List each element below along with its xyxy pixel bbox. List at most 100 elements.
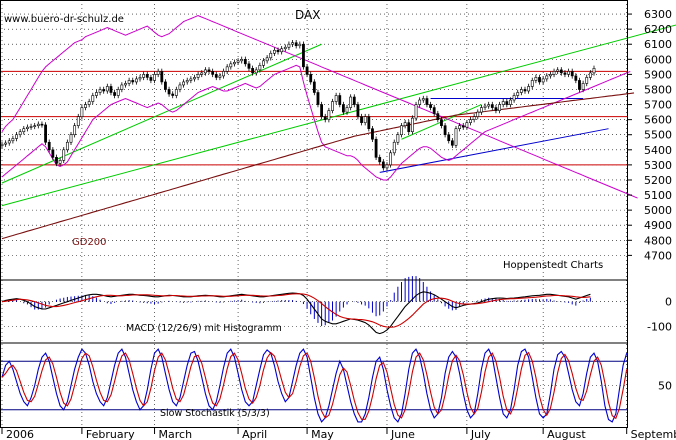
candle-body (305, 66, 309, 75)
candle-body (247, 63, 251, 69)
candle-body (47, 141, 51, 151)
candle-body (272, 49, 276, 54)
candle-body (559, 69, 563, 74)
gd200-line (1, 92, 635, 240)
candle-body (327, 110, 331, 120)
candle-body (276, 49, 280, 53)
candle-body (109, 86, 113, 93)
plot-frame (0, 0, 628, 428)
price-tick-label: 5600 (644, 114, 672, 127)
candle-body (421, 98, 425, 101)
month-label: March (159, 428, 193, 440)
candle-body (418, 99, 422, 105)
stochastic-panel (0, 348, 628, 423)
candle-body (527, 86, 531, 92)
candle-body (116, 89, 120, 96)
candle-body (178, 84, 182, 90)
price-panel (0, 15, 676, 240)
horizontal-levels (0, 70, 628, 166)
candle-body (538, 77, 541, 83)
candle-body (269, 52, 273, 59)
candle-body (516, 92, 520, 96)
candle-body (312, 81, 316, 93)
candle-body (174, 89, 178, 96)
candle-body (222, 71, 225, 77)
stoch-tick-label: 50 (658, 380, 672, 393)
candle-body (436, 113, 440, 120)
candle-body (374, 138, 378, 158)
y-axis: 4700 4800 4900 5000 5100 5200 5300 5400 5500 5600… (628, 8, 672, 393)
candle-body (287, 43, 291, 48)
bollinger-lower (1, 64, 631, 181)
candle-body (171, 93, 175, 96)
candle-body (414, 104, 418, 119)
candle-body (563, 72, 567, 75)
candle-body (44, 124, 47, 143)
candle-body (22, 128, 26, 133)
candle-body (545, 75, 549, 80)
candle-body (58, 160, 62, 164)
candle-body (251, 68, 255, 74)
candle-body (381, 161, 385, 169)
candle-body (505, 101, 509, 105)
month-label: 2006 (6, 428, 34, 440)
candle-body (98, 89, 102, 93)
candle-body (323, 116, 327, 120)
candle-body (160, 71, 164, 83)
candle-body (349, 96, 353, 108)
candle-body (458, 125, 462, 129)
candle-body (280, 48, 284, 53)
price-tick-label: 4900 (644, 219, 672, 232)
candle-body (432, 107, 436, 114)
candle-body (447, 134, 451, 142)
candle-body (403, 122, 407, 126)
price-tick-label: 6100 (644, 38, 672, 51)
candle-body (592, 68, 596, 74)
candle-body (262, 60, 265, 66)
candle-body (498, 104, 501, 111)
candle-body (4, 142, 8, 145)
candle-body (258, 65, 262, 71)
candle-body (443, 125, 447, 136)
candle-body (243, 59, 247, 65)
candle-body (429, 104, 432, 108)
candle-body (461, 125, 465, 128)
macd-tick-label: 0 (665, 296, 672, 309)
candle-body (240, 59, 244, 62)
candle-body (225, 66, 229, 72)
candle-body (549, 74, 552, 77)
candle-body (541, 78, 545, 83)
candle-body (400, 125, 403, 136)
candle-body (334, 95, 338, 102)
candle-body (465, 122, 469, 128)
candle-body (367, 116, 371, 129)
candle-body (76, 116, 80, 126)
candle-body (26, 126, 29, 129)
candle-body (519, 89, 523, 93)
candle-body (127, 80, 131, 84)
price-tick-label: 5800 (644, 83, 672, 96)
bollinger-bands (1, 15, 638, 199)
price-tick-label: 5100 (644, 189, 672, 202)
candle-body (142, 74, 146, 78)
candle-body (501, 101, 505, 105)
candle-body (574, 75, 578, 81)
candle-body (36, 123, 40, 126)
candle-body (425, 98, 429, 105)
watermark: www.buero-dr-schulz.de (4, 14, 124, 25)
candle-body (80, 107, 84, 117)
candle-body (145, 74, 149, 78)
candle-body (483, 105, 487, 108)
candle-body (341, 104, 345, 113)
candle-body (167, 89, 171, 95)
candle-body (120, 84, 124, 90)
candle-body (15, 134, 18, 139)
source-label: Hoppenstedt Charts (503, 260, 603, 271)
candle-body (193, 77, 196, 80)
candle-body (265, 57, 269, 62)
candle-body (124, 83, 127, 86)
month-label: August (547, 428, 586, 440)
candle-body (356, 104, 360, 117)
price-tick-label: 6000 (644, 53, 672, 66)
